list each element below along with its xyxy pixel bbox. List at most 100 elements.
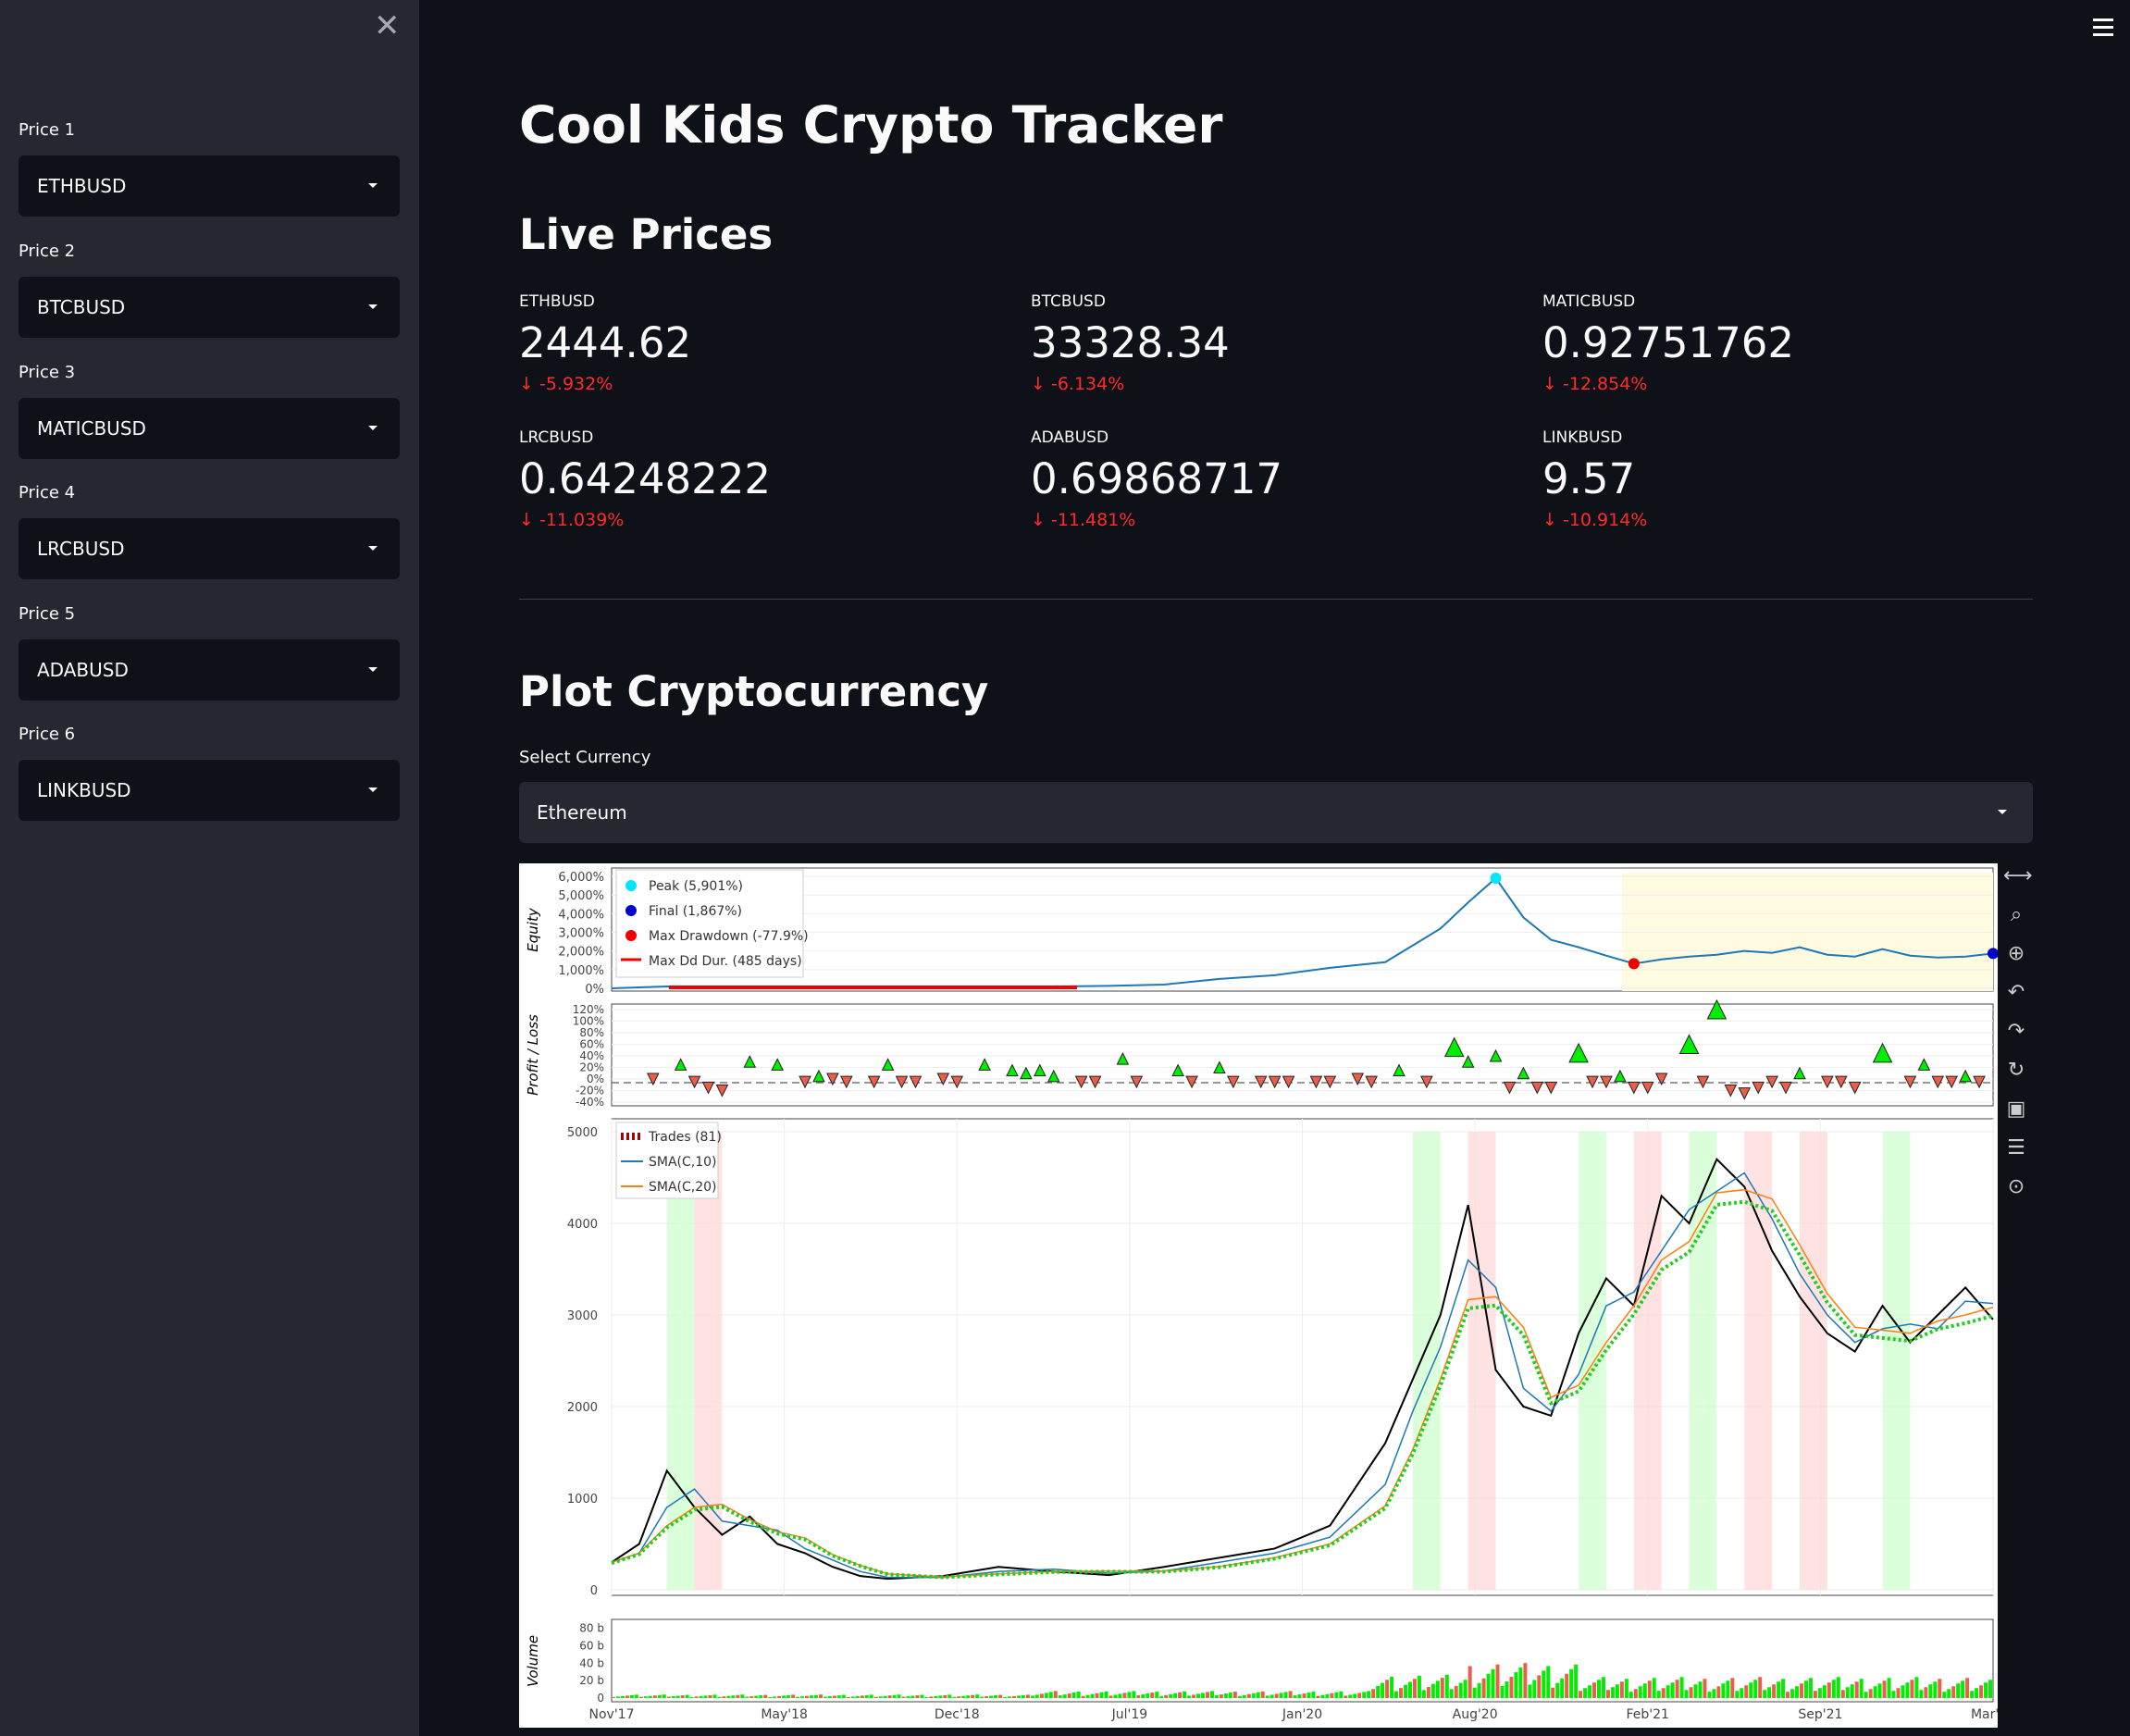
equity-tick-label: 4,000%	[558, 908, 604, 922]
reset-icon[interactable]: ↻	[2007, 1059, 2025, 1082]
volume-bar	[1656, 1691, 1661, 1698]
legend-trades: Trades (81)	[648, 1130, 722, 1145]
volume-bar	[1597, 1680, 1602, 1698]
trade-shade	[1579, 1132, 1606, 1590]
box-zoom-icon[interactable]: ⌕	[2010, 903, 2023, 926]
volume-bar	[1901, 1685, 1905, 1698]
volume-bar	[1859, 1679, 1864, 1698]
crosshair-icon[interactable]: ⊙	[2007, 1175, 2025, 1198]
volume-bar	[823, 1696, 827, 1698]
volume-bar	[1090, 1693, 1095, 1698]
metric-lrcbusd: LRCBUSD 0.64248222 ↓ -11.039%	[519, 428, 1000, 531]
final-marker	[1988, 948, 1998, 960]
price-5-select[interactable]: ADABUSD	[19, 639, 400, 701]
metric-label: LRCBUSD	[519, 428, 594, 447]
loss-trade-marker	[1503, 1081, 1517, 1095]
volume-bar	[897, 1694, 901, 1698]
loss-trade-marker	[1088, 1075, 1102, 1089]
equity-ylabel: Equity	[525, 907, 541, 952]
volume-bar	[957, 1696, 961, 1698]
volume-bar	[1260, 1691, 1265, 1698]
x-tick-label: Aug'20	[1453, 1707, 1498, 1722]
volume-bar	[947, 1694, 952, 1698]
arrow-down-icon: ↓	[519, 510, 534, 530]
volume-bar	[620, 1695, 625, 1698]
volume-bar	[1325, 1693, 1330, 1698]
undo-icon[interactable]: ↶	[2007, 981, 2025, 1004]
wheel-zoom-icon[interactable]: ⊕	[2007, 942, 2025, 965]
chevron-down-icon	[368, 426, 378, 430]
volume-bar	[689, 1696, 694, 1698]
volume-bar	[1565, 1673, 1569, 1698]
hover-icon[interactable]: ☰	[2007, 1136, 2025, 1159]
price-tick-label: 4000	[567, 1218, 598, 1232]
chevron-down-icon	[368, 667, 378, 672]
price-4-group: Price 4 LRCBUSD	[19, 481, 400, 579]
volume-bar	[1279, 1693, 1283, 1698]
profit-trade-marker	[1393, 1063, 1406, 1077]
arrow-down-icon: ↓	[1031, 374, 1046, 394]
price-4-select[interactable]: LRCBUSD	[19, 518, 400, 579]
volume-bar	[1836, 1677, 1840, 1698]
price-2-select[interactable]: BTCBUSD	[19, 277, 400, 338]
arrow-down-icon: ↓	[1031, 510, 1046, 530]
volume-bar	[1817, 1688, 1822, 1698]
price-3-value: MATICBUSD	[37, 417, 146, 440]
loss-trade-marker	[1696, 1075, 1710, 1089]
volume-bar	[1283, 1692, 1288, 1698]
volume-bar	[1661, 1688, 1666, 1698]
volume-bar	[841, 1694, 846, 1698]
volume-bar	[1537, 1675, 1542, 1698]
loss-trade-marker	[799, 1075, 811, 1089]
volume-bar	[1339, 1691, 1344, 1698]
loss-trade-marker	[895, 1075, 909, 1089]
volume-bar	[1205, 1692, 1209, 1698]
volume-bar	[1975, 1688, 1979, 1698]
close-icon[interactable]: ✕	[374, 7, 401, 44]
volume-bar	[1048, 1692, 1053, 1698]
volume-bar	[1192, 1694, 1196, 1698]
volume-bar	[1569, 1668, 1574, 1698]
volume-bar	[1472, 1687, 1477, 1698]
volume-bar	[1246, 1693, 1251, 1698]
price-6-select[interactable]: LINKBUSD	[19, 760, 400, 821]
volume-bar	[1311, 1692, 1316, 1698]
profit-trade-marker	[1568, 1042, 1589, 1063]
price-3-select[interactable]: MATICBUSD	[19, 398, 400, 459]
volume-bar	[759, 1695, 763, 1698]
volume-bar	[887, 1695, 892, 1698]
hamburger-menu-icon[interactable]	[2093, 19, 2113, 41]
volume-bar	[1721, 1683, 1726, 1698]
loss-trade-marker	[1600, 1075, 1613, 1089]
pan-icon[interactable]: ⟷	[2003, 864, 2033, 887]
volume-bar	[1104, 1691, 1108, 1698]
backtest-plot[interactable]: Equity 6,000% 5,000% 4,000% 3,000% 2,000% 1,0…	[519, 863, 1998, 1728]
profit-trade-marker	[812, 1069, 825, 1083]
volume-bar	[869, 1694, 873, 1698]
price-1-select[interactable]: ETHBUSD	[19, 155, 400, 217]
volume-bar	[855, 1695, 860, 1698]
metric-linkbusd: LINKBUSD 9.57 ↓ -10.914%	[1542, 428, 2024, 531]
redo-icon[interactable]: ↷	[2007, 1020, 2025, 1043]
volume-bar	[1440, 1678, 1444, 1698]
volume-bar	[1831, 1680, 1836, 1698]
currency-select[interactable]: Ethereum	[519, 782, 2033, 843]
volume-bar	[1458, 1682, 1463, 1698]
volume-bar	[985, 1696, 989, 1698]
volume-bar	[1942, 1692, 1947, 1698]
profit-trade-marker	[674, 1058, 687, 1071]
volume-bar	[1376, 1685, 1381, 1698]
metric-label: BTCBUSD	[1031, 292, 1106, 311]
volume-bar	[1652, 1678, 1656, 1698]
peak-marker	[1490, 873, 1502, 885]
volume-bar	[1698, 1681, 1703, 1698]
arrow-down-icon: ↓	[519, 374, 534, 394]
volume-bar	[1417, 1675, 1421, 1698]
price-6-group: Price 6 LINKBUSD	[19, 723, 400, 821]
profit-trade-marker	[1046, 1069, 1060, 1083]
volume-bar	[1619, 1681, 1624, 1698]
metric-label: ADABUSD	[1031, 428, 1109, 447]
volume-bar	[1228, 1693, 1232, 1698]
loss-trade-marker	[1738, 1087, 1752, 1100]
save-icon[interactable]: ▣	[2006, 1097, 2026, 1121]
